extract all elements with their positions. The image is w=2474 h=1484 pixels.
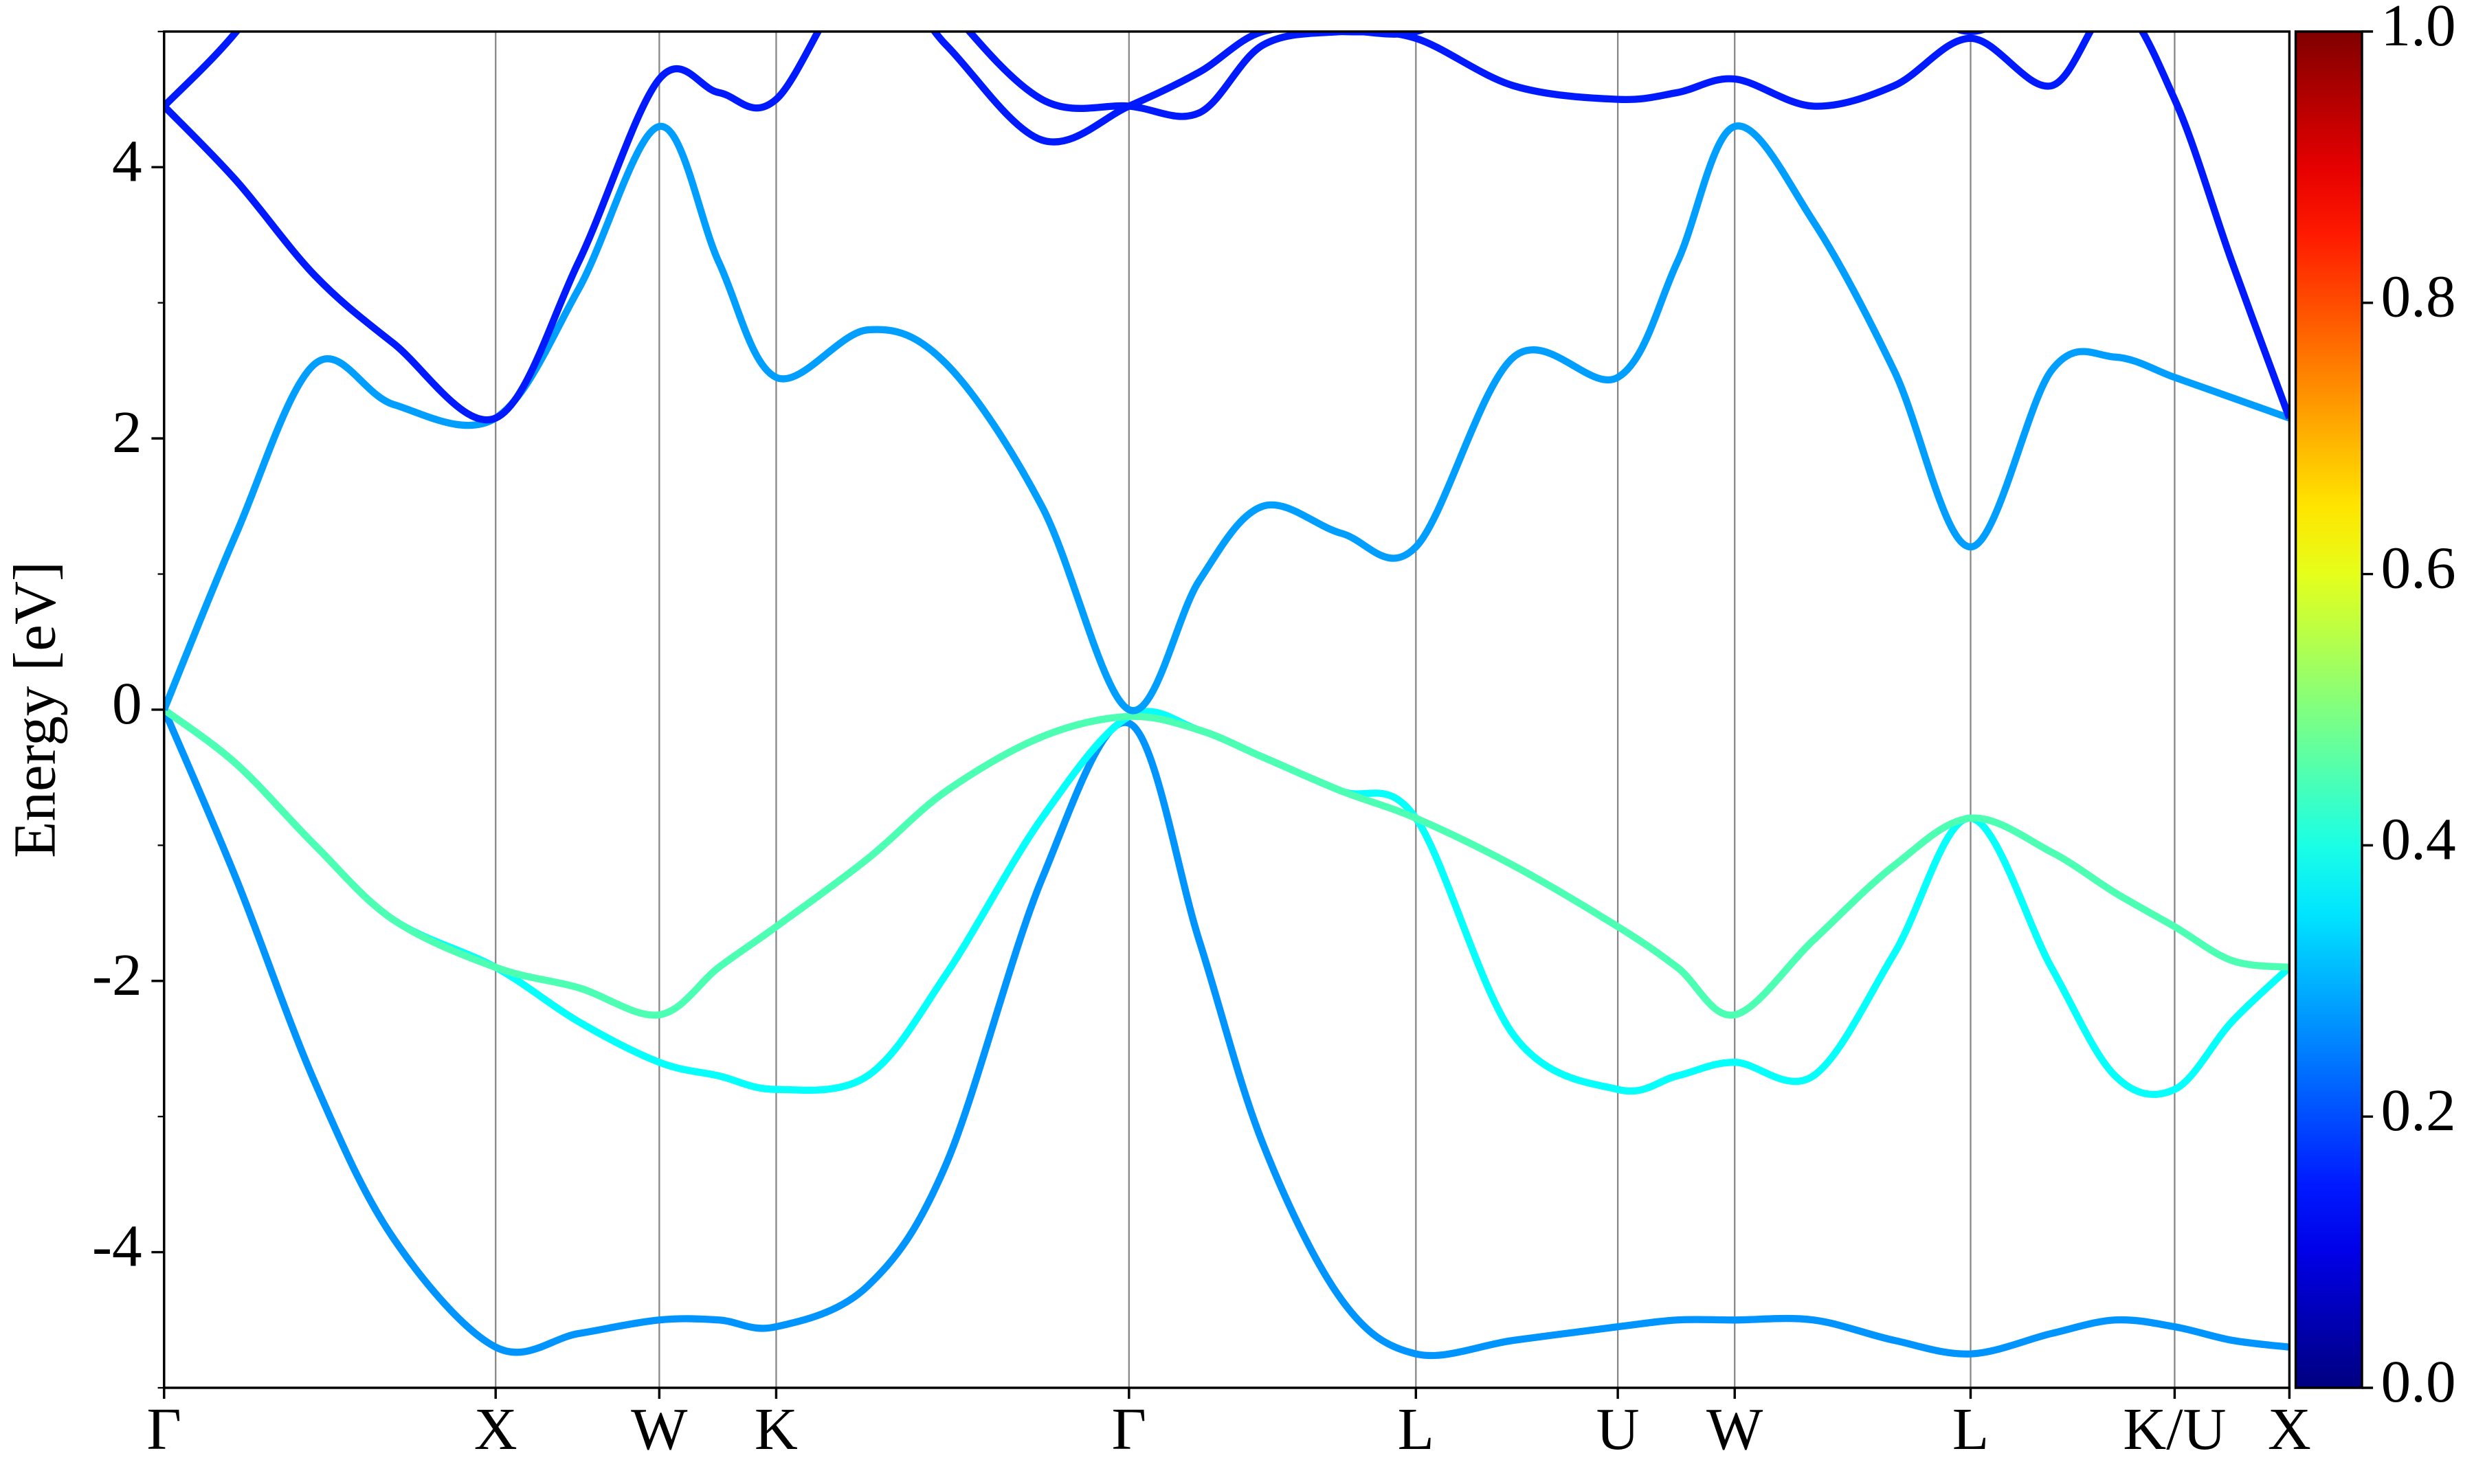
band-line — [164, 122, 2290, 715]
colorbar-tick-label: 0.6 — [2381, 535, 2456, 601]
x-tick-label: U — [1596, 1395, 1640, 1462]
x-tick-label: K — [755, 1395, 798, 1462]
band-line — [164, 708, 2290, 1360]
colorbar — [2294, 30, 2363, 1389]
x-tick-label: Γ — [1112, 1395, 1146, 1462]
colorbar-tick-label: 0.0 — [2381, 1348, 2456, 1415]
x-tick-label: W — [1706, 1395, 1763, 1462]
colorbar-tick-label: 0.8 — [2381, 263, 2456, 330]
x-tick-label: L — [1952, 1395, 1989, 1462]
x-tick-label: X — [474, 1395, 517, 1462]
y-axis-label: Energy [eV] — [1, 561, 68, 858]
colorbar-tick-label: 1.0 — [2381, 0, 2456, 58]
y-tick-label: 4 — [112, 127, 142, 194]
band-line — [164, 706, 2290, 1019]
x-tick-label: Γ — [147, 1395, 181, 1462]
colorbar-tick-label: 0.4 — [2381, 805, 2456, 872]
x-tick-label: W — [631, 1395, 688, 1462]
plot-frame — [163, 30, 2291, 1389]
band-line — [164, 31, 1989, 120]
band-line — [164, 31, 2290, 424]
y-tick-label: -2 — [92, 941, 142, 1008]
x-tick-label: K/U — [2123, 1395, 2226, 1462]
y-tick-label: 2 — [112, 398, 142, 465]
x-tick-label: X — [2268, 1395, 2311, 1462]
bands — [164, 31, 2290, 1360]
colorbar-tick-label: 0.2 — [2381, 1077, 2456, 1143]
y-tick-label: -4 — [92, 1213, 142, 1279]
x-tick-label: L — [1398, 1395, 1434, 1462]
y-tick-label: 0 — [112, 670, 142, 737]
